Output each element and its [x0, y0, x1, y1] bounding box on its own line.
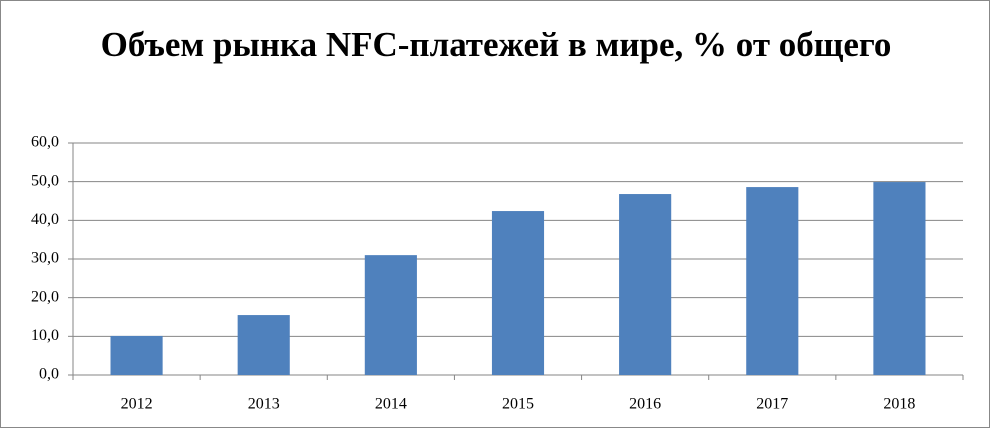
x-tick-label: 2014 [375, 396, 407, 413]
bar [364, 255, 417, 375]
x-tick-label: 2016 [629, 396, 661, 413]
y-tick-label: 60,0 [31, 134, 59, 151]
x-tick-label: 2017 [756, 396, 788, 413]
y-tick-label: 20,0 [31, 288, 59, 305]
x-tick-label: 2013 [248, 396, 280, 413]
x-tick-label: 2015 [502, 396, 534, 413]
y-tick-label: 30,0 [31, 250, 59, 267]
x-tick-label: 2012 [121, 396, 153, 413]
bar [873, 182, 926, 375]
bar [746, 187, 799, 375]
y-tick-label: 10,0 [31, 327, 59, 344]
y-tick-label: 0,0 [39, 366, 59, 383]
bar [491, 211, 545, 375]
x-tick-label: 2018 [883, 396, 915, 413]
y-tick-label: 50,0 [31, 172, 59, 189]
chart-title: Объем рынка NFC-платежей в мире, % от об… [100, 25, 892, 64]
y-tick-label: 40,0 [31, 211, 59, 228]
bar [110, 335, 163, 375]
bar [237, 315, 290, 375]
bar [619, 194, 672, 375]
